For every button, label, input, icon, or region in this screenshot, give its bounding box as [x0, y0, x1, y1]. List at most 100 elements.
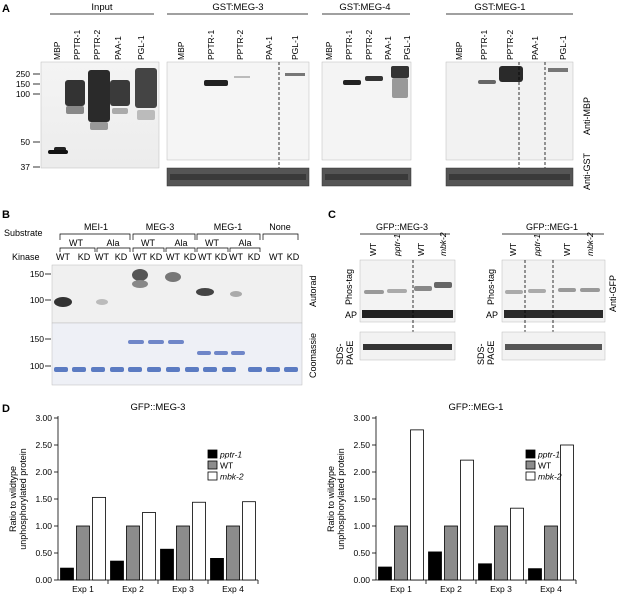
gel-coomassie — [51, 322, 303, 386]
bar-WT — [394, 525, 408, 581]
chart-title: GFP::MEG-1 — [449, 402, 504, 413]
bar-pptr-1 — [60, 567, 74, 581]
ap-label: AP — [486, 310, 498, 320]
lane-label: PPTR-1 — [479, 30, 489, 61]
lane-labels-meg3: MBP PPTR-1 PPTR-2 PAA-1 PGL-1 — [176, 30, 300, 61]
legend-label: WT — [538, 461, 551, 471]
mw-marker: 50 — [21, 137, 31, 147]
x-tick-label: Exp 4 — [540, 584, 562, 594]
panel-label-b: B — [2, 209, 10, 221]
kinase-lane-label: WT — [133, 252, 147, 262]
x-tick-label: Exp 1 — [390, 584, 412, 594]
bar-WT — [176, 525, 190, 581]
lane-label: WT — [368, 243, 378, 256]
legend-swatch — [525, 460, 536, 470]
bar-WT — [226, 525, 240, 581]
group-title-meg4: GST:MEG-4 — [339, 2, 390, 13]
variant-label: WT — [141, 238, 155, 248]
phos-tag-label: Phos-tag — [344, 269, 354, 305]
chart-title: GFP::MEG-3 — [131, 402, 186, 413]
kinase-lane-labels: WT KD WT KD WT KD WT KD WT KD WT KD WT KD — [56, 252, 300, 262]
x-tick-label: Exp 4 — [222, 584, 244, 594]
bar-mbk-2 — [242, 501, 256, 581]
bar-pptr-1 — [478, 563, 492, 581]
page-label: PAGE — [486, 341, 496, 365]
blot-c-meg3 — [359, 259, 456, 361]
y-axis-label: unphosphorylated protein — [336, 448, 346, 550]
legend-label: mbk-2 — [220, 472, 244, 482]
blot-c-meg1 — [501, 259, 606, 361]
sds-label: SDS- — [335, 343, 345, 365]
kinase-lane-label: KD — [115, 252, 128, 262]
y-axis-label: Ratio to wildtype — [326, 466, 336, 532]
variant-label: WT — [69, 238, 83, 248]
y-tick-label: 1.50 — [353, 494, 370, 504]
lane-label: WT — [562, 243, 572, 256]
legend-swatch — [525, 471, 536, 481]
mw-marker: 150 — [30, 334, 44, 344]
variant-label: WT — [205, 238, 219, 248]
x-tick-label: Exp 2 — [122, 584, 144, 594]
kinase-lane-label: KD — [287, 252, 300, 262]
y-tick-label: 0.00 — [353, 575, 370, 585]
lane-label: MBP — [176, 41, 186, 60]
mw-marker: 100 — [30, 295, 44, 305]
panel-label-c: C — [328, 209, 336, 221]
panel-c: GFP::MEG-3 GFP::MEG-1 WT pptr-1 WT mbk-2… — [335, 222, 617, 365]
group-title-meg1: GST:MEG-1 — [474, 2, 525, 13]
kinase-lane-label: KD — [78, 252, 91, 262]
bar-mbk-2 — [560, 444, 574, 581]
bar-mbk-2 — [92, 496, 106, 581]
y-tick-label: 2.50 — [353, 440, 370, 450]
legend-label: pptr-1 — [537, 450, 560, 460]
page-label: PAGE — [345, 341, 355, 365]
legend-swatch — [525, 449, 536, 459]
lane-label: PAA-1 — [530, 36, 540, 60]
bar-WT — [494, 525, 508, 581]
substrate-meg3: MEG-3 — [146, 222, 175, 232]
lane-label: PPTR-1 — [206, 30, 216, 61]
lane-label: pptr-1 — [532, 234, 542, 257]
lane-label: PGL-1 — [136, 35, 146, 60]
legend-swatch — [207, 471, 218, 481]
y-tick-label: 0.50 — [353, 548, 370, 558]
mw-marker: 150 — [30, 269, 44, 279]
anti-mbp-label: Anti-MBP — [582, 97, 592, 135]
kinase-lane-label: WT — [95, 252, 109, 262]
lane-label: PPTR-2 — [235, 30, 245, 61]
sds-label: SDS- — [476, 343, 486, 365]
bar-WT — [76, 525, 90, 581]
lane-label: WT — [508, 243, 518, 256]
bar-mbk-2 — [460, 459, 474, 581]
kinase-lane-label: WT — [269, 252, 283, 262]
x-tick-label: Exp 1 — [72, 584, 94, 594]
blot-meg3 — [166, 61, 310, 187]
x-tick-label: Exp 2 — [440, 584, 462, 594]
lane-label: PPTR-1 — [344, 30, 354, 61]
mw-marker: 100 — [16, 89, 30, 99]
phos-tag-label: Phos-tag — [486, 269, 496, 305]
substrate-meg1: MEG-1 — [214, 222, 243, 232]
bar-WT — [544, 525, 558, 581]
lane-label: PAA-1 — [113, 36, 123, 60]
y-axis-label: unphosphorylated protein — [18, 448, 28, 550]
kinase-lane-label: WT — [198, 252, 212, 262]
ap-label: AP — [345, 310, 357, 320]
blot-meg1 — [445, 61, 574, 187]
bar-mbk-2 — [142, 512, 156, 581]
y-tick-label: 0.50 — [35, 548, 52, 558]
legend-label: WT — [220, 461, 233, 471]
blot-title-meg1: GFP::MEG-1 — [526, 222, 578, 232]
bar-mbk-2 — [510, 507, 524, 581]
substrate-row-label: Substrate — [4, 228, 43, 238]
variant-label: Ala — [174, 238, 187, 248]
y-tick-label: 0.00 — [35, 575, 52, 585]
panel-b: Substrate Kinase MEI-1 MEG-3 MEG-1 None … — [4, 222, 318, 386]
lane-labels-input: MBP PPTR-1 PPTR-2 PAA-1 PGL-1 — [52, 30, 146, 61]
kinase-lane-label: KD — [184, 252, 197, 262]
lane-labels-meg4: MBP PPTR-1 PPTR-2 PAA-1 PGL-1 — [324, 30, 412, 61]
variant-label: Ala — [106, 238, 119, 248]
blot-meg4 — [321, 61, 412, 187]
